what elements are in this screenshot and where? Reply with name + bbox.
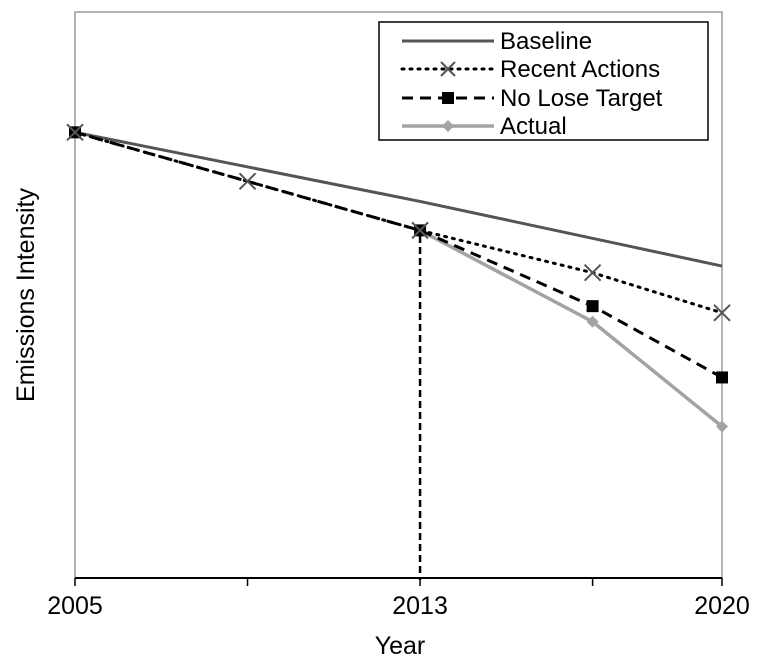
diamond-marker	[586, 315, 599, 328]
x-marker	[713, 304, 731, 322]
x-tick-label: 2013	[392, 592, 448, 620]
square-marker	[442, 92, 454, 104]
square-marker	[586, 300, 599, 313]
series-layer	[66, 123, 731, 433]
x-marker	[238, 172, 257, 191]
x-tick-label: 2020	[694, 592, 750, 620]
x-axis-ticks: 2005 2013 2020	[47, 578, 750, 620]
y-axis-label: Emissions Intensity	[12, 188, 40, 402]
legend-item: Actual	[402, 113, 567, 140]
series-line	[74, 130, 723, 379]
x-axis-label: Year	[375, 632, 426, 659]
legend-item: Recent Actions	[400, 56, 660, 83]
series-line	[74, 130, 723, 268]
diamond-marker	[716, 420, 728, 433]
legend-label: No Lose Target	[500, 85, 663, 112]
legend-item: No Lose Target	[402, 85, 663, 112]
square-marker	[716, 371, 728, 384]
x-tick-label: 2005	[47, 592, 103, 620]
legend-label: Recent Actions	[500, 56, 660, 83]
series-recent-actions	[66, 123, 731, 322]
x-marker	[66, 123, 84, 142]
x-marker	[583, 264, 602, 282]
x-marker	[411, 221, 429, 240]
legend-label: Actual	[500, 113, 567, 140]
series-baseline	[74, 130, 723, 268]
legend-item: Baseline	[402, 28, 592, 55]
legend-label: Baseline	[500, 28, 592, 55]
diamond-marker	[442, 120, 454, 132]
x-marker	[440, 61, 456, 77]
